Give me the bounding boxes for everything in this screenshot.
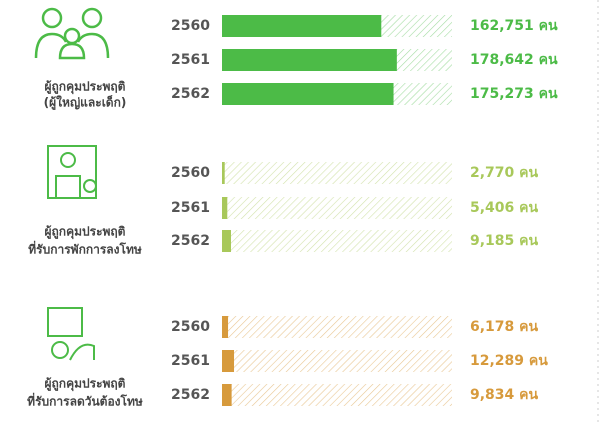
group-title: ที่รับการลดวันต้องโทษ bbox=[27, 393, 143, 409]
bar-track bbox=[222, 162, 452, 184]
group-title: ผู้ถูกคุมประพฤติ bbox=[45, 80, 126, 95]
value-label: 6,178 คน bbox=[470, 319, 539, 335]
group-title: (ผู้ใหญ่และเด็ก) bbox=[44, 95, 127, 111]
bar-track bbox=[222, 197, 452, 219]
bar-track bbox=[222, 384, 452, 406]
value-label: 12,289 คน bbox=[470, 353, 548, 369]
value-label: 9,834 คน bbox=[470, 387, 539, 403]
year-label: 2561 bbox=[171, 200, 210, 216]
bar bbox=[222, 230, 231, 252]
bar-track bbox=[222, 316, 452, 338]
value-label: 178,642 คน bbox=[470, 52, 558, 68]
year-label: 2562 bbox=[171, 86, 210, 102]
bar bbox=[222, 384, 232, 406]
family-icon bbox=[34, 7, 110, 60]
group-title: ผู้ถูกคุมประพฤติ bbox=[45, 377, 126, 392]
bar bbox=[222, 83, 394, 105]
year-label: 2560 bbox=[171, 319, 210, 335]
year-label: 2560 bbox=[171, 165, 210, 181]
value-label: 2,770 คน bbox=[470, 165, 539, 181]
year-label: 2560 bbox=[171, 18, 210, 34]
bar bbox=[222, 316, 229, 338]
worker-icon bbox=[47, 145, 97, 199]
calendar-icon bbox=[47, 307, 95, 361]
year-label: 2561 bbox=[171, 353, 210, 369]
value-label: 175,273 คน bbox=[470, 86, 558, 102]
value-label: 9,185 คน bbox=[470, 233, 539, 249]
bar bbox=[222, 350, 235, 372]
bar bbox=[222, 197, 228, 219]
bar bbox=[222, 49, 397, 71]
year-label: 2561 bbox=[171, 52, 210, 68]
year-label: 2562 bbox=[171, 387, 210, 403]
value-label: 162,751 คน bbox=[470, 18, 558, 34]
bar bbox=[222, 15, 382, 37]
group-title: ที่รับการพักการลงโทษ bbox=[28, 241, 142, 257]
year-label: 2562 bbox=[171, 233, 210, 249]
bar bbox=[222, 162, 225, 184]
value-label: 5,406 คน bbox=[470, 200, 539, 216]
bar-track bbox=[222, 230, 452, 252]
group-title: ผู้ถูกคุมประพฤติ bbox=[45, 225, 126, 240]
bar-track bbox=[222, 350, 452, 372]
